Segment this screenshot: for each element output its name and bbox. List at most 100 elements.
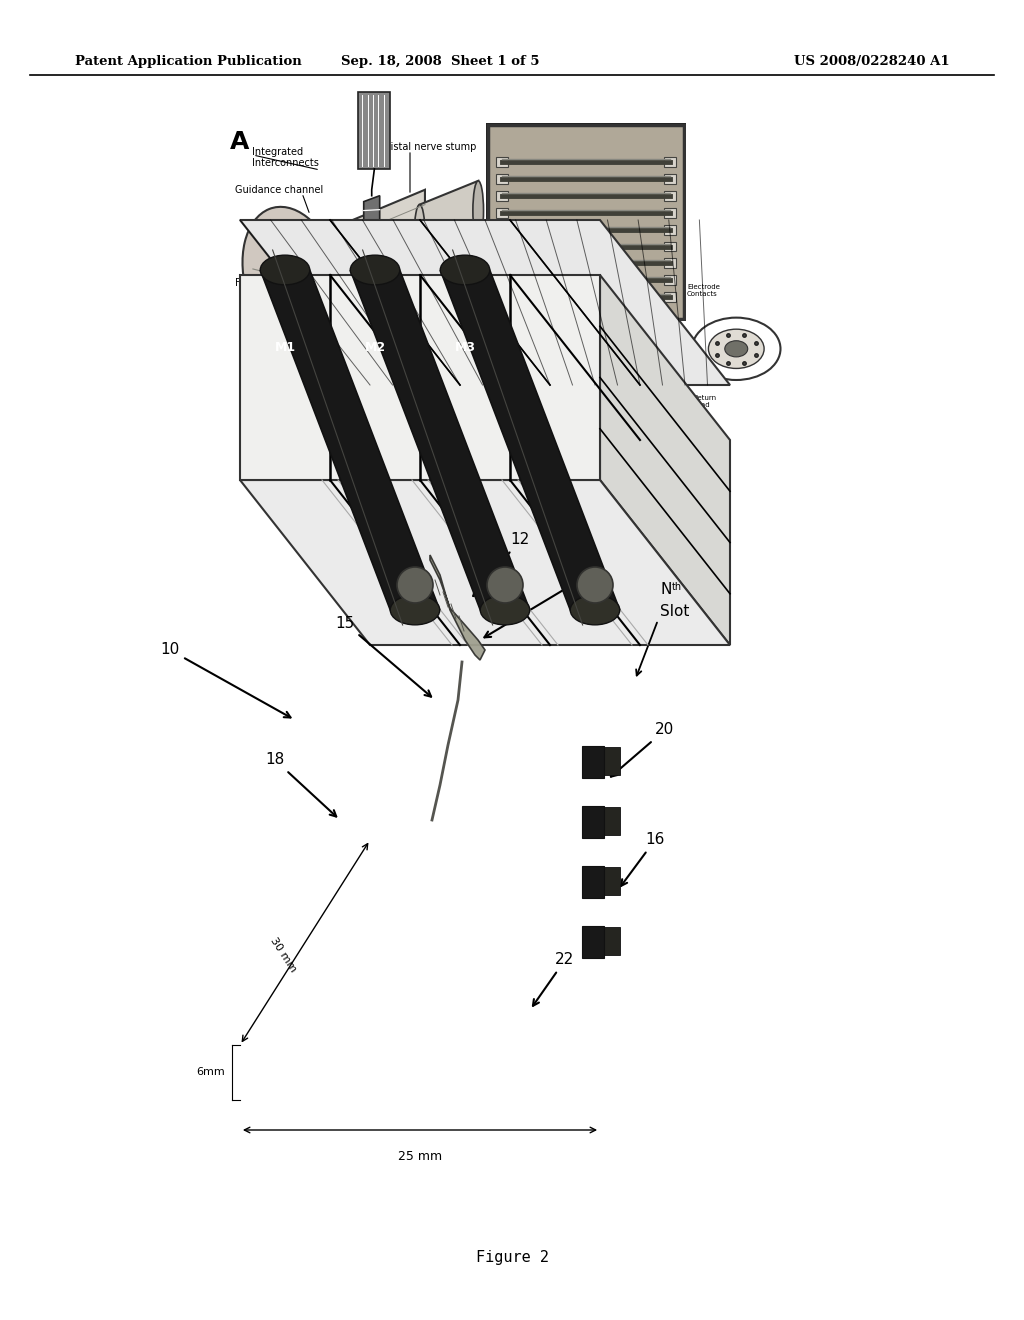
Text: Return
Electrode: Return Electrode xyxy=(455,434,487,447)
Text: 10 Electrode
Leads: 10 Electrode Leads xyxy=(638,372,682,385)
FancyBboxPatch shape xyxy=(497,224,508,235)
FancyBboxPatch shape xyxy=(497,259,508,268)
Polygon shape xyxy=(289,327,447,479)
FancyBboxPatch shape xyxy=(665,259,676,268)
FancyBboxPatch shape xyxy=(497,209,508,218)
Text: 16: 16 xyxy=(621,833,665,886)
Text: Distal nerve stump: Distal nerve stump xyxy=(383,143,476,152)
Text: M3: M3 xyxy=(455,341,475,354)
Text: Regenerating: Regenerating xyxy=(402,215,468,224)
FancyBboxPatch shape xyxy=(369,371,373,451)
FancyBboxPatch shape xyxy=(401,347,406,451)
Polygon shape xyxy=(600,275,730,645)
FancyBboxPatch shape xyxy=(356,363,359,451)
Text: 30 mm: 30 mm xyxy=(268,936,298,974)
Polygon shape xyxy=(486,123,686,321)
Text: A: A xyxy=(230,129,250,154)
Text: 14: 14 xyxy=(484,573,590,638)
Text: 20: 20 xyxy=(611,722,675,776)
FancyBboxPatch shape xyxy=(395,388,398,451)
FancyBboxPatch shape xyxy=(440,378,444,451)
Polygon shape xyxy=(364,195,380,309)
Polygon shape xyxy=(420,181,478,264)
FancyBboxPatch shape xyxy=(602,807,620,836)
Text: Figures 1A through 1D: Figures 1A through 1D xyxy=(416,490,608,506)
Text: Integrated: Integrated xyxy=(252,147,303,157)
Polygon shape xyxy=(240,220,730,385)
FancyBboxPatch shape xyxy=(582,807,604,838)
FancyBboxPatch shape xyxy=(665,157,676,168)
FancyBboxPatch shape xyxy=(602,747,620,775)
Ellipse shape xyxy=(260,255,309,285)
Ellipse shape xyxy=(243,207,341,351)
FancyBboxPatch shape xyxy=(297,358,301,451)
FancyBboxPatch shape xyxy=(316,364,321,451)
Text: th: th xyxy=(672,582,682,591)
Ellipse shape xyxy=(390,595,439,624)
Circle shape xyxy=(709,329,764,368)
FancyBboxPatch shape xyxy=(289,451,447,479)
FancyBboxPatch shape xyxy=(330,354,334,451)
FancyBboxPatch shape xyxy=(582,746,604,777)
Text: N: N xyxy=(660,582,672,598)
Circle shape xyxy=(577,568,613,603)
Ellipse shape xyxy=(513,465,586,487)
Text: 15: 15 xyxy=(336,615,431,697)
FancyBboxPatch shape xyxy=(343,378,346,451)
Text: 18: 18 xyxy=(265,752,336,817)
Ellipse shape xyxy=(635,323,660,397)
Polygon shape xyxy=(240,275,600,480)
FancyBboxPatch shape xyxy=(362,378,366,451)
Polygon shape xyxy=(350,271,529,610)
Circle shape xyxy=(487,568,523,603)
Text: M1: M1 xyxy=(274,341,296,354)
Polygon shape xyxy=(240,480,730,645)
FancyBboxPatch shape xyxy=(349,371,353,451)
FancyBboxPatch shape xyxy=(376,381,379,451)
Ellipse shape xyxy=(440,255,489,285)
FancyBboxPatch shape xyxy=(337,383,340,451)
Text: Sep. 18, 2008  Sheet 1 of 5: Sep. 18, 2008 Sheet 1 of 5 xyxy=(341,55,540,69)
Text: axons: axons xyxy=(402,226,431,236)
Text: 2.5 mm
Silicone
Cuff: 2.5 mm Silicone Cuff xyxy=(460,272,486,293)
FancyBboxPatch shape xyxy=(602,927,620,954)
Text: C: C xyxy=(255,338,273,362)
Polygon shape xyxy=(497,323,648,397)
Polygon shape xyxy=(260,271,439,610)
FancyBboxPatch shape xyxy=(434,379,437,451)
Text: Sieve electrode: Sieve electrode xyxy=(388,242,464,252)
Text: Proximal nerve stump: Proximal nerve stump xyxy=(327,260,434,271)
Text: 25 mm: 25 mm xyxy=(398,1150,442,1163)
FancyBboxPatch shape xyxy=(582,866,604,898)
FancyBboxPatch shape xyxy=(310,388,314,451)
FancyBboxPatch shape xyxy=(497,276,508,285)
Ellipse shape xyxy=(415,205,425,264)
Ellipse shape xyxy=(480,595,529,624)
FancyBboxPatch shape xyxy=(665,292,676,302)
FancyBboxPatch shape xyxy=(409,378,412,451)
FancyBboxPatch shape xyxy=(497,157,508,168)
Polygon shape xyxy=(440,271,620,610)
FancyBboxPatch shape xyxy=(665,242,676,251)
Text: M2: M2 xyxy=(365,341,386,354)
FancyBboxPatch shape xyxy=(665,174,676,183)
Text: 6mm: 6mm xyxy=(197,1067,225,1077)
Ellipse shape xyxy=(484,323,510,397)
Text: 12: 12 xyxy=(473,532,529,597)
Text: Return
Lead: Return Lead xyxy=(693,395,717,408)
FancyBboxPatch shape xyxy=(291,374,295,451)
Text: 10: 10 xyxy=(161,643,291,718)
FancyBboxPatch shape xyxy=(665,209,676,218)
FancyBboxPatch shape xyxy=(427,389,431,451)
Text: Patent Application Publication: Patent Application Publication xyxy=(75,55,302,69)
Text: Interconnects: Interconnects xyxy=(252,158,318,168)
Ellipse shape xyxy=(473,181,483,240)
Text: Guidance channel: Guidance channel xyxy=(234,185,324,195)
Polygon shape xyxy=(430,554,485,660)
Polygon shape xyxy=(318,190,425,323)
FancyBboxPatch shape xyxy=(602,867,620,895)
Text: 1 cm: 1 cm xyxy=(562,282,583,290)
FancyBboxPatch shape xyxy=(389,363,392,451)
FancyBboxPatch shape xyxy=(582,927,604,958)
FancyBboxPatch shape xyxy=(665,276,676,285)
